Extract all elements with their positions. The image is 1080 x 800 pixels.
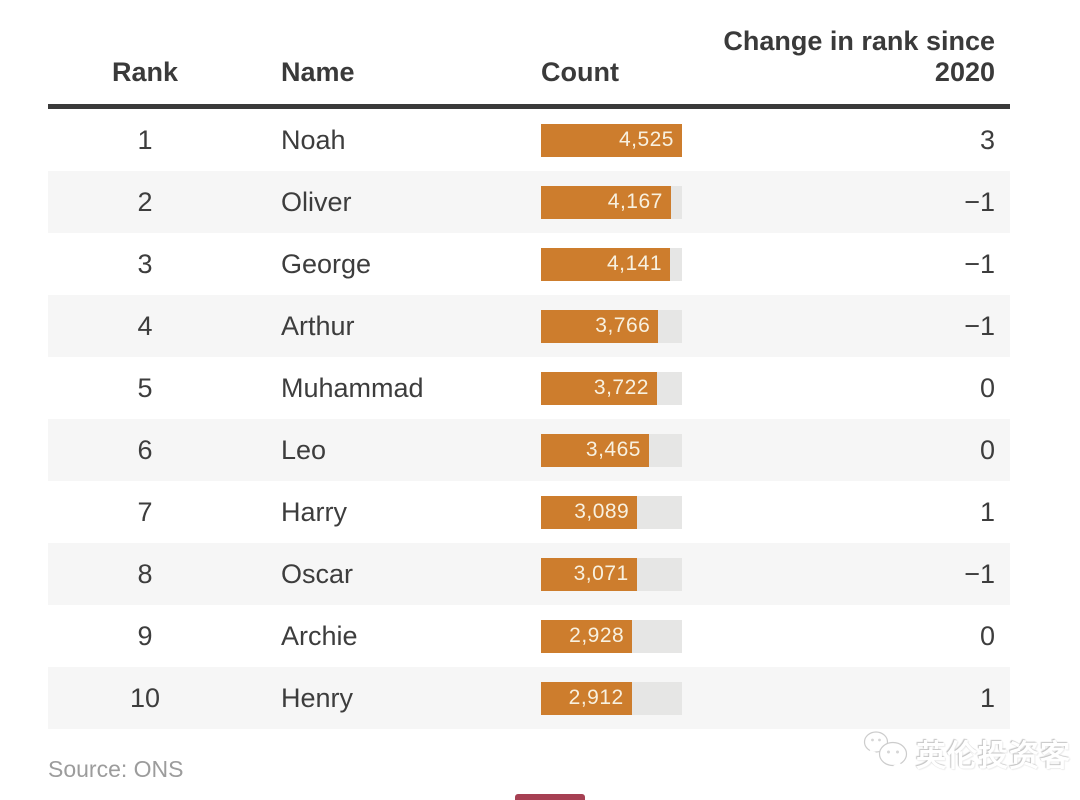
count-cell: 4,525 bbox=[541, 123, 682, 157]
watermark-text: 英伦投资客 bbox=[916, 739, 1071, 773]
rank-cell: 4 bbox=[137, 310, 153, 341]
count-bar-track: 2,928 bbox=[541, 619, 682, 653]
table-header-row: Rank Name Count Change in rank since 202… bbox=[48, 26, 1010, 104]
count-bar: 2,912 bbox=[541, 681, 632, 715]
count-value-label: 4,141 bbox=[606, 252, 663, 275]
header-divider bbox=[48, 104, 1010, 109]
rank-change-cell: −1 bbox=[964, 248, 995, 279]
rank-change-cell: −1 bbox=[964, 558, 995, 589]
count-bar-track: 4,167 bbox=[541, 185, 682, 219]
source-caption: Source: ONS bbox=[48, 756, 184, 782]
count-bar-track: 4,525 bbox=[541, 123, 682, 157]
table-row: 1 Noah 4,525 3 bbox=[48, 109, 1010, 171]
table-row: 9 Archie 2,928 0 bbox=[48, 605, 1010, 667]
count-bar-track: 4,141 bbox=[541, 247, 682, 281]
table-row: 4 Arthur 3,766 −1 bbox=[48, 295, 1010, 357]
table-row: 10 Henry 2,912 1 bbox=[48, 667, 1010, 729]
count-bar-track: 3,722 bbox=[541, 371, 682, 405]
watermark: 英伦投资客 bbox=[862, 728, 1071, 777]
count-bar: 4,167 bbox=[541, 185, 671, 219]
count-cell: 3,722 bbox=[541, 371, 682, 405]
count-bar-track: 3,766 bbox=[541, 309, 682, 343]
count-bar-track: 3,465 bbox=[541, 433, 682, 467]
count-bar-track: 3,071 bbox=[541, 557, 682, 591]
rank-change-cell: 0 bbox=[979, 434, 995, 465]
table-row: 7 Harry 3,089 1 bbox=[48, 481, 1010, 543]
count-bar: 3,071 bbox=[541, 557, 637, 591]
count-cell: 2,928 bbox=[541, 619, 682, 653]
rank-cell: 3 bbox=[137, 248, 153, 279]
count-value-label: 4,525 bbox=[618, 128, 674, 151]
count-cell: 4,167 bbox=[541, 185, 682, 219]
count-value-label: 2,912 bbox=[568, 686, 624, 709]
baby-names-table: Rank Name Count Change in rank since 202… bbox=[48, 0, 1010, 729]
count-value-label: 3,722 bbox=[593, 376, 649, 399]
table-body: 1 Noah 4,525 3 2 Oliver 4,167 −1 3 Georg… bbox=[48, 109, 1010, 729]
count-bar: 3,722 bbox=[541, 371, 657, 405]
count-value-label: 2,928 bbox=[569, 624, 625, 647]
count-bar: 4,525 bbox=[541, 123, 682, 157]
rank-cell: 1 bbox=[137, 124, 153, 155]
name-cell: Noah bbox=[281, 124, 346, 155]
count-cell: 3,071 bbox=[541, 557, 682, 591]
name-cell: Oscar bbox=[281, 558, 354, 589]
count-cell: 3,766 bbox=[541, 309, 682, 343]
count-value-label: 4,167 bbox=[607, 190, 663, 213]
name-cell: Harry bbox=[281, 496, 347, 527]
count-cell: 3,089 bbox=[541, 495, 682, 529]
rank-change-cell: −1 bbox=[964, 186, 995, 217]
rank-change-cell: 0 bbox=[979, 372, 995, 403]
column-header-rank: Rank bbox=[111, 57, 179, 87]
count-bar: 2,928 bbox=[541, 619, 633, 653]
table-row: 6 Leo 3,465 0 bbox=[48, 419, 1010, 481]
table-row: 8 Oscar 3,071 −1 bbox=[48, 543, 1010, 605]
rank-change-cell: 3 bbox=[979, 124, 995, 155]
name-cell: Oliver bbox=[281, 186, 352, 217]
column-header-count: Count bbox=[541, 57, 619, 87]
red-logo-sliver bbox=[515, 794, 585, 800]
count-bar: 4,141 bbox=[541, 247, 671, 281]
rank-cell: 2 bbox=[137, 186, 153, 217]
count-bar: 3,465 bbox=[541, 433, 649, 467]
name-cell: George bbox=[281, 248, 372, 279]
rank-cell: 7 bbox=[137, 496, 153, 527]
rank-change-cell: 1 bbox=[979, 496, 995, 527]
count-bar-track: 3,089 bbox=[541, 495, 682, 529]
rank-cell: 6 bbox=[137, 434, 153, 465]
count-value-label: 3,465 bbox=[585, 438, 641, 461]
count-cell: 3,465 bbox=[541, 433, 682, 467]
name-cell: Muhammad bbox=[281, 372, 424, 403]
rank-change-cell: 1 bbox=[979, 682, 995, 713]
rank-cell: 5 bbox=[137, 372, 153, 403]
name-cell: Arthur bbox=[281, 310, 355, 341]
column-header-name: Name bbox=[281, 57, 355, 87]
column-header-change: Change in rank since 2020 bbox=[723, 26, 995, 87]
name-cell: Leo bbox=[281, 434, 327, 465]
table-row: 2 Oliver 4,167 −1 bbox=[48, 171, 1010, 233]
rank-change-cell: 0 bbox=[979, 620, 995, 651]
table-row: 5 Muhammad 3,722 0 bbox=[48, 357, 1010, 419]
name-cell: Henry bbox=[281, 682, 354, 713]
count-cell: 4,141 bbox=[541, 247, 682, 281]
count-value-label: 3,071 bbox=[573, 562, 629, 585]
name-cell: Archie bbox=[281, 620, 358, 651]
rank-cell: 8 bbox=[137, 558, 153, 589]
count-bar-track: 2,912 bbox=[541, 681, 682, 715]
count-bar: 3,766 bbox=[541, 309, 659, 343]
count-value-label: 3,766 bbox=[595, 314, 651, 337]
rank-cell: 10 bbox=[129, 682, 161, 713]
rank-change-cell: −1 bbox=[964, 310, 995, 341]
rank-cell: 9 bbox=[137, 620, 153, 651]
count-value-label: 3,089 bbox=[574, 500, 630, 523]
wechat-chat-bubbles-icon bbox=[862, 728, 912, 777]
table-row: 3 George 4,141 −1 bbox=[48, 233, 1010, 295]
count-bar: 3,089 bbox=[541, 495, 638, 529]
count-cell: 2,912 bbox=[541, 681, 682, 715]
